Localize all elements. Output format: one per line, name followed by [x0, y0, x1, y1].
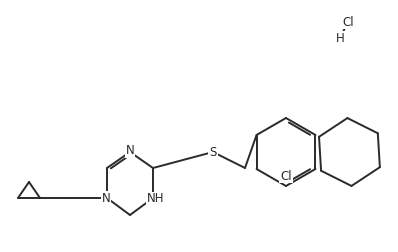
- Text: NH: NH: [147, 193, 165, 205]
- Text: Cl: Cl: [280, 170, 292, 182]
- Text: Cl: Cl: [342, 16, 354, 28]
- Text: N: N: [101, 192, 110, 205]
- Text: S: S: [209, 145, 217, 159]
- Text: H: H: [336, 32, 344, 45]
- Text: N: N: [126, 144, 135, 158]
